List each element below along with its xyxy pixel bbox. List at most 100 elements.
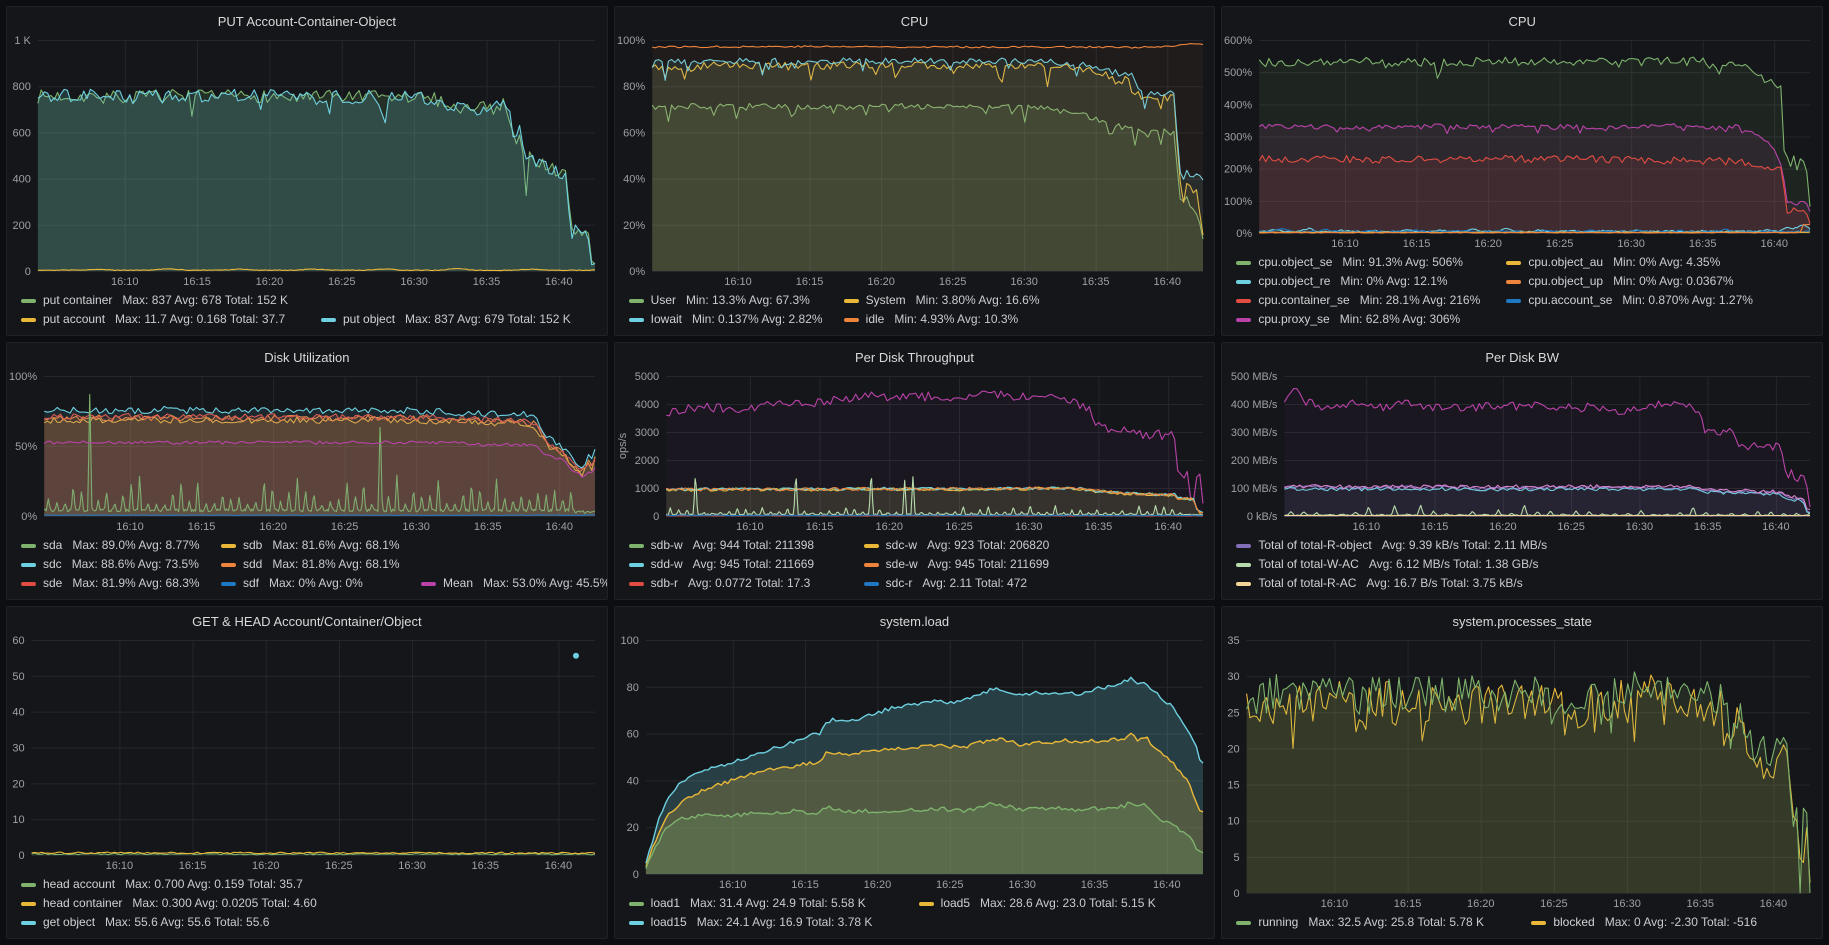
- legend-item-sde-w[interactable]: sde-w Avg: 945 Total: 211699: [863, 555, 1049, 574]
- series-line-unlabeled: [665, 476, 1203, 516]
- legend-series-name: put account: [43, 312, 106, 326]
- chart-area[interactable]: 0% 50% 100% 16:10 16:15 16:20 16:25 16:30 16:35 1…: [7, 368, 607, 534]
- svg-text:10: 10: [1228, 816, 1240, 828]
- legend-item-sdb-w[interactable]: sdb-w Avg: 944 Total: 211398: [628, 536, 864, 555]
- legend-item-head-container[interactable]: head container Max: 0.300 Avg: 0.0205 Tot…: [21, 894, 317, 913]
- chart-area[interactable]: 0 5 10 15 20 25 30 35 16:10 16:15 16:20 16:25 16:30 1…: [1222, 632, 1822, 911]
- chart-area[interactable]: 0 200 400 600 800 1 K 16:10 16:15 16:20 16:25 16:3…: [7, 32, 607, 289]
- legend-item-cpu.object_au[interactable]: cpu.object_au Min: 0% Avg: 4.35%: [1506, 253, 1720, 272]
- svg-text:16:20: 16:20: [252, 860, 280, 872]
- legend-item-Mean[interactable]: Mean Max: 53.0% Avg: 45.5%: [421, 574, 607, 593]
- legend-item-cpu.proxy_se[interactable]: cpu.proxy_se Min: 62.8% Avg: 306%: [1236, 310, 1460, 329]
- x-axis: 16:10 16:15 16:20 16:25 16:30 16:35 16:40: [736, 521, 1182, 533]
- legend-item-cpu.container_se[interactable]: cpu.container_se Min: 28.1% Avg: 216%: [1236, 291, 1506, 310]
- legend-item-sdb-r[interactable]: sdb-r Avg: 0.0772 Total: 17.3: [628, 574, 864, 593]
- legend-item-put-object[interactable]: put object Max: 837 Avg: 679 Total: 152 K: [321, 310, 571, 329]
- panel-title[interactable]: Disk Utilization: [264, 350, 350, 365]
- legend-swatch: [1236, 298, 1252, 303]
- panel-title[interactable]: GET & HEAD Account/Container/Object: [192, 614, 422, 629]
- legend-item-load1[interactable]: load1 Max: 31.4 Avg: 24.9 Total: 5.58 K: [628, 894, 919, 913]
- legend-swatch: [21, 882, 36, 887]
- chart-plot[interactable]: 0 1000 2000 3000 4000 5000 ops/s 16:10 16:15 16:2…: [615, 368, 1215, 534]
- chart-area[interactable]: 0 kB/s 100 MB/s 200 MB/s 300 MB/s 400 MB/s 50…: [1222, 368, 1822, 534]
- legend-item-sdd-w[interactable]: sdd-w Avg: 945 Total: 211669: [628, 555, 864, 574]
- legend-item-sdc-r[interactable]: sdc-r Avg: 2.11 Total: 472: [863, 574, 1027, 593]
- legend-item-sda[interactable]: sda Max: 89.0% Avg: 8.77%: [21, 536, 221, 555]
- legend-item-Total-of-total-R-AC[interactable]: Total of total-R-AC Avg: 16.7 B/s Total: …: [1236, 574, 1523, 593]
- series-line-put-account: [37, 267, 596, 272]
- chart-area[interactable]: 0% 100% 200% 300% 400% 500% 600% 16:10 16:15 16:2…: [1222, 32, 1822, 251]
- legend-series-name: sdb: [243, 538, 263, 552]
- svg-text:0: 0: [25, 266, 31, 278]
- panel-title[interactable]: Per Disk BW: [1485, 350, 1559, 365]
- legend-item-cpu.object_re[interactable]: cpu.object_re Min: 0% Avg: 12.1%: [1236, 272, 1506, 291]
- legend-item-sdc-w[interactable]: sdc-w Avg: 923 Total: 206820: [863, 536, 1050, 555]
- chart-area[interactable]: 0 10 20 30 40 50 60 16:10 16:15 16:20 16:25 16:30 16…: [7, 632, 607, 873]
- svg-text:16:40: 16:40: [545, 860, 573, 872]
- legend-series-name: User: [650, 293, 676, 307]
- legend-series-name: sdc-w: [885, 538, 917, 552]
- legend-item-cpu.object_up[interactable]: cpu.object_up Min: 0% Avg: 0.0367%: [1506, 272, 1734, 291]
- legend-item-System[interactable]: System Min: 3.80% Avg: 16.6%: [843, 291, 1040, 310]
- legend-item-cpu.account_se[interactable]: cpu.account_se Min: 0.870% Avg: 1.27%: [1506, 291, 1753, 310]
- panel-title[interactable]: CPU: [900, 14, 929, 29]
- legend-item-Total-of-total-R-object[interactable]: Total of total-R-object Avg: 9.39 kB/s To…: [1236, 536, 1547, 555]
- panel-title[interactable]: system.processes_state: [1452, 614, 1592, 629]
- series-line-Iowait: [651, 57, 1204, 181]
- svg-text:800: 800: [13, 81, 31, 93]
- svg-text:500 MB/s: 500 MB/s: [1231, 371, 1278, 383]
- svg-text:0%: 0%: [1237, 228, 1253, 240]
- panel-title[interactable]: system.load: [879, 614, 950, 629]
- series-line-unlabeled: [1284, 486, 1811, 514]
- legend-item-sdc[interactable]: sdc Max: 88.6% Avg: 73.5%: [21, 555, 221, 574]
- legend-item-blocked[interactable]: blocked Max: 0 Avg: -2.30 Total: -516: [1531, 913, 1757, 932]
- legend-item-sdb[interactable]: sdb Max: 81.6% Avg: 68.1%: [221, 536, 400, 555]
- legend-series-name: sdb-r: [650, 576, 678, 590]
- series-fill: [1246, 675, 1811, 893]
- svg-text:16:40: 16:40: [1154, 521, 1182, 533]
- legend-item-User[interactable]: User Min: 13.3% Avg: 67.3%: [628, 291, 844, 310]
- legend-item-get-object[interactable]: get object Max: 55.6 Avg: 55.6 Total: 55.…: [21, 913, 269, 932]
- legend-item-Total-of-total-W-AC[interactable]: Total of total-W-AC Avg: 6.12 MB/s Total:…: [1236, 555, 1538, 574]
- legend-swatch: [21, 562, 36, 567]
- panel-title[interactable]: Per Disk Throughput: [854, 350, 974, 365]
- series-line-cpu.container_se: [1259, 154, 1811, 224]
- svg-text:100%: 100%: [617, 35, 645, 47]
- legend-series-name: Total of total-R-AC: [1258, 576, 1357, 590]
- chart-plot[interactable]: 0%50%100%16:10 16:15 16:20 16:25 16:30 16:35 1…: [7, 368, 607, 534]
- legend-item-idle[interactable]: idle Min: 4.93% Avg: 10.3%: [843, 310, 1018, 329]
- legend-swatch: [21, 317, 36, 322]
- legend-item-sde[interactable]: sde Max: 81.9% Avg: 68.3%: [21, 574, 221, 593]
- legend-item-load15[interactable]: load15 Max: 24.1 Avg: 16.9 Total: 3.78 K: [628, 913, 872, 932]
- legend-item-head-account[interactable]: head account Max: 0.700 Avg: 0.159 Total:…: [21, 875, 303, 894]
- legend-series-name: sdc: [43, 557, 62, 571]
- svg-text:25: 25: [1228, 707, 1240, 719]
- chart-area[interactable]: 0 20 40 60 80 100 16:10 16:15 16:20 16:25 16:30 16:…: [615, 632, 1215, 892]
- series-line-unlabeled: [665, 390, 1204, 504]
- chart-area[interactable]: 0% 20% 40% 60% 80% 100% 16:10 16:15 16:20 16:25 16…: [615, 32, 1215, 289]
- legend-item-running[interactable]: running Max: 32.5 Avg: 25.8 Total: 5.78 K: [1236, 913, 1531, 932]
- legend-item-sdf[interactable]: sdf Max: 0% Avg: 0%: [221, 574, 421, 593]
- legend-item-sdd[interactable]: sdd Max: 81.8% Avg: 68.1%: [221, 555, 400, 574]
- svg-text:100: 100: [620, 635, 638, 647]
- panel-title[interactable]: CPU: [1508, 14, 1536, 29]
- chart-plot[interactable]: 0 kB/s 100 MB/s 200 MB/s 300 MB/s 400 MB/s 50…: [1222, 368, 1822, 534]
- legend-swatch: [628, 562, 644, 567]
- series-fill: [651, 43, 1203, 271]
- legend-item-load5[interactable]: load5 Max: 28.6 Avg: 23.0 Total: 5.15 K: [918, 894, 1156, 913]
- panel-title[interactable]: PUT Account-Container-Object: [217, 14, 396, 29]
- legend-item-Iowait[interactable]: Iowait Min: 0.137% Avg: 2.82%: [628, 310, 844, 329]
- legend-item-put-account[interactable]: put account Max: 11.7 Avg: 0.168 Total: 3…: [21, 310, 321, 329]
- chart-plot[interactable]: 0%20%40%60%80%100%16:10 16:15 16:20 16:25 16…: [615, 32, 1215, 289]
- legend-item-put-container[interactable]: put container Max: 837 Avg: 678 Total: 15…: [21, 291, 288, 310]
- legend-item-cpu.object_se[interactable]: cpu.object_se Min: 91.3% Avg: 506%: [1236, 253, 1506, 272]
- legend-series-stats: Avg: 923 Total: 206820: [927, 538, 1050, 552]
- legend-series-stats: Max: 55.6 Avg: 55.6 Total: 55.6: [105, 915, 270, 929]
- chart-plot[interactable]: 0% 100% 200% 300% 400% 500% 600% 16:10 16:15 16:2…: [1222, 32, 1822, 251]
- series-line-unlabeled: [1284, 484, 1811, 511]
- chart-plot[interactable]: 0 200 400 600 800 1 K 16:10 16:15 16:20 16:25 16:3…: [7, 32, 607, 289]
- chart-area[interactable]: 0 1000 2000 3000 4000 5000 ops/s 16:10 16:15 16:2…: [615, 368, 1215, 534]
